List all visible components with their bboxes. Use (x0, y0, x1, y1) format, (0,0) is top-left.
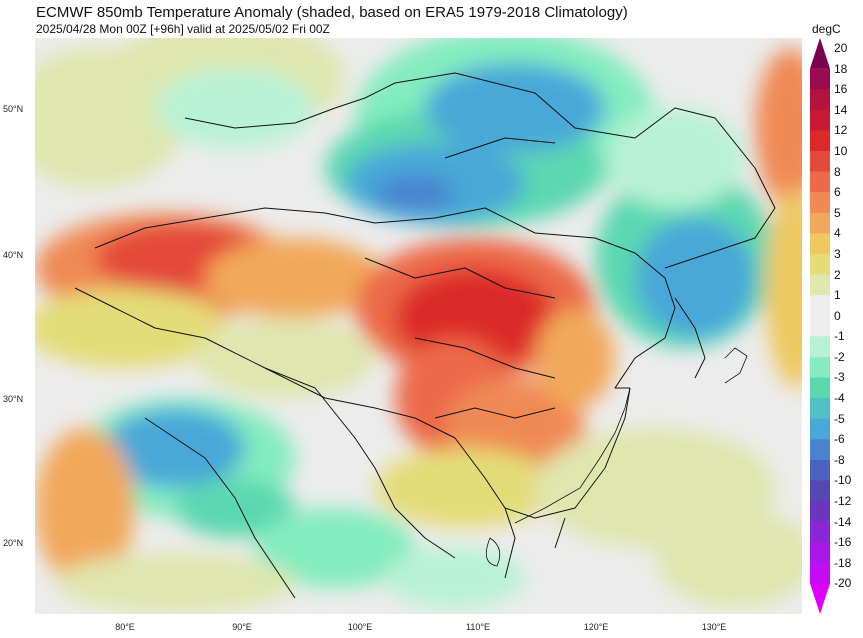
colorbar-tick-label: -2 (834, 349, 845, 364)
lon-label-120e: 120°E (583, 622, 609, 632)
colorbar-swatch (810, 68, 830, 90)
colorbar-tick-label: -4 (834, 391, 845, 406)
colorbar-swatch (810, 150, 830, 173)
colorbar-swatch (810, 459, 830, 481)
lat-label-40n: 40°N (3, 250, 24, 260)
colorbar-tick-label: 18 (834, 61, 848, 76)
colorbar-tick-label: 20 (834, 41, 848, 55)
colorbar-tick-label: 3 (834, 246, 841, 261)
colorbar-tick-label: -8 (834, 452, 845, 467)
lat-label-20n: 20°N (3, 538, 24, 548)
colorbar-swatch (810, 356, 830, 378)
colorbar-tick-label: 16 (834, 82, 848, 97)
colorbar-swatch (810, 295, 830, 317)
lon-label-130e: 130°E (701, 622, 727, 632)
colorbar-swatch (810, 89, 830, 111)
colorbar-tick-label: -14 (834, 514, 852, 529)
anomaly-map (35, 38, 802, 614)
country-borders (74, 72, 776, 599)
colorbar-swatch (810, 418, 830, 440)
colorbar-tick-label: 10 (834, 143, 848, 158)
colorbar-swatch (810, 38, 830, 69)
colorbar-swatch (810, 439, 830, 461)
colorbar-swatch (810, 171, 830, 193)
coastlines (485, 347, 748, 567)
colorbar-swatch (810, 253, 830, 276)
colorbar-swatch (810, 398, 830, 420)
colorbar-swatch (810, 192, 830, 214)
colorbar-tick-label: 0 (834, 308, 841, 323)
colorbar-tick-label: -3 (834, 370, 845, 385)
colorbar-swatch (810, 583, 830, 614)
colorbar-tick-label: 4 (834, 226, 841, 241)
colorbar-swatch (810, 109, 830, 131)
chart-subtitle: 2025/04/28 Mon 00Z [+96h] valid at 2025/… (36, 22, 330, 36)
lon-label-80e: 80°E (115, 622, 135, 632)
colorbar-swatch (810, 212, 830, 234)
colorbar-swatch (810, 274, 830, 296)
colorbar-tick-label: -5 (834, 411, 845, 426)
colorbar-tick-label: 8 (834, 164, 841, 179)
lon-label-110e: 110°E (466, 622, 490, 632)
colorbar-tick-label: 12 (834, 123, 848, 138)
lat-label-30n: 30°N (3, 394, 24, 404)
colorbar-swatch (810, 542, 830, 564)
colorbar-swatch (810, 501, 830, 523)
lat-label-50n: 50°N (3, 104, 24, 114)
colorbar (810, 38, 830, 614)
colorbar-tick-label: 6 (834, 185, 841, 200)
colorbar-tick-label: -12 (834, 494, 852, 509)
colorbar-swatch (810, 480, 830, 502)
colorbar-unit: degC (812, 22, 841, 36)
colorbar-swatch (810, 562, 830, 584)
colorbar-tick-label: -10 (834, 473, 852, 488)
colorbar-swatch (810, 315, 830, 337)
colorbar-tick-label: -16 (834, 535, 852, 550)
chart-title: ECMWF 850mb Temperature Anomaly (shaded,… (36, 4, 628, 21)
anomaly-shading (35, 38, 802, 613)
colorbar-tick-label: 5 (834, 205, 841, 220)
colorbar-tick-label: -1 (834, 329, 845, 344)
colorbar-swatch (810, 377, 830, 399)
colorbar-swatch (810, 130, 830, 152)
lon-label-90e: 90°E (232, 622, 252, 632)
colorbar-tick-label: -18 (834, 555, 852, 570)
lon-label-100e: 100°E (347, 622, 373, 632)
colorbar-swatch (810, 336, 830, 358)
colorbar-swatch (810, 233, 830, 255)
colorbar-tick-label: -6 (834, 432, 845, 447)
colorbar-tick-label: 1 (834, 288, 841, 303)
colorbar-swatch (810, 521, 830, 543)
colorbar-tick-label: 14 (834, 102, 848, 117)
colorbar-tick-label: 2 (834, 267, 841, 282)
colorbar-tick-label: -20 (834, 576, 852, 591)
